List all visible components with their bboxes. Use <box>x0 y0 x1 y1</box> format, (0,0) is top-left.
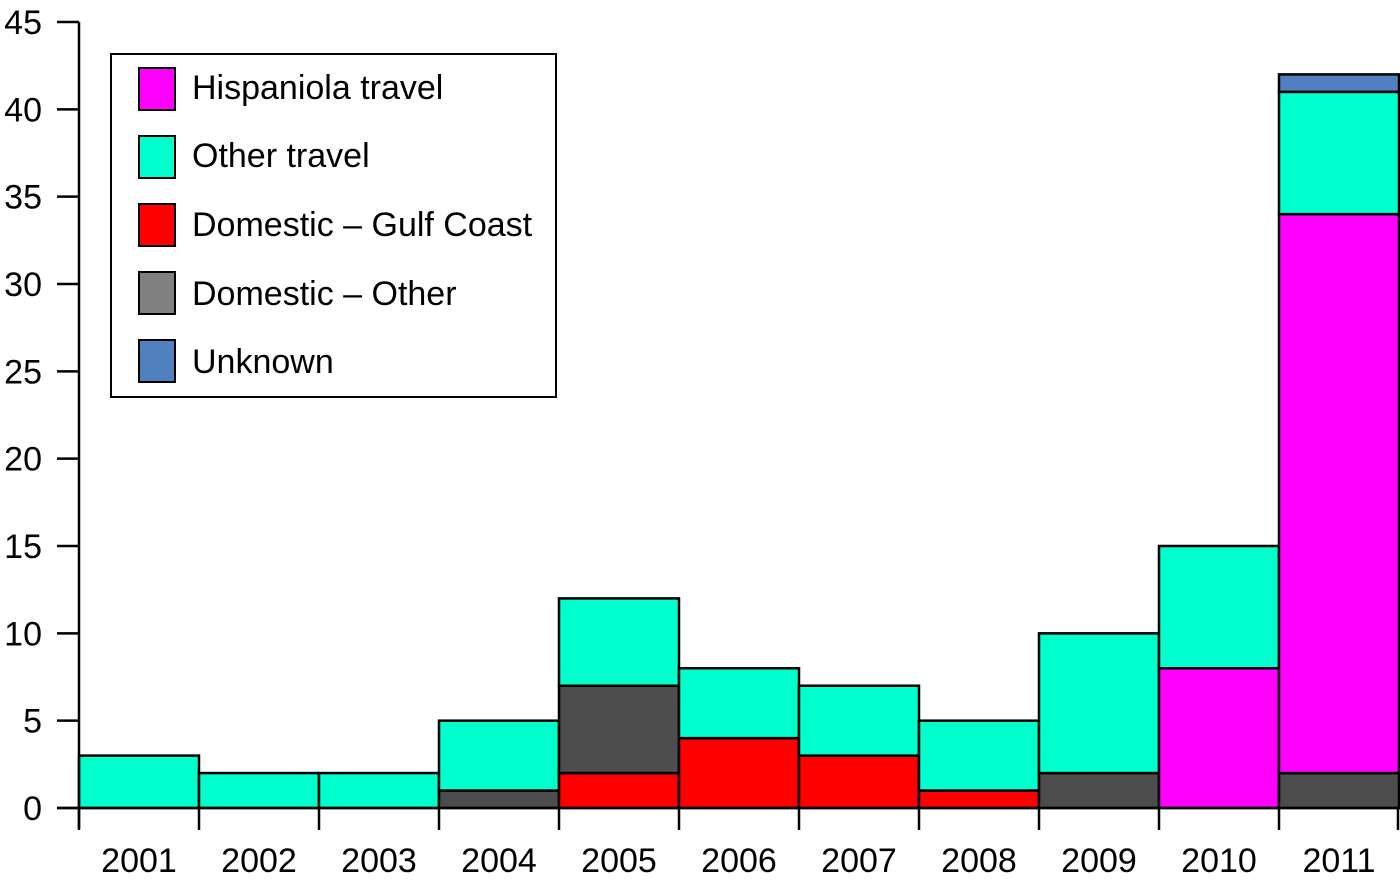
bar-segment-domestic-other <box>1277 771 1400 810</box>
y-tick-label: 45 <box>4 4 42 42</box>
x-tick-label: 2006 <box>701 842 777 880</box>
x-tick-label: 2002 <box>221 842 297 880</box>
bar-segment-other-travel <box>917 719 1041 792</box>
legend-item-domestic-gulf-coast: Domestic – Gulf Coast <box>138 203 533 247</box>
legend-label-hispaniola: Hispaniola travel <box>192 69 443 107</box>
bar-segment-hispaniola-travel <box>1277 212 1400 775</box>
x-tick-label: 2001 <box>101 842 177 880</box>
bar-2010 <box>1157 544 1281 810</box>
bars-layer <box>77 73 1400 810</box>
bar-segment-other-travel <box>317 771 441 810</box>
bar-segment-domestic-gulf-coast <box>677 736 801 810</box>
x-tick-label: 2010 <box>1181 842 1257 880</box>
bar-2001 <box>77 754 201 810</box>
x-tick-label: 2009 <box>1061 842 1137 880</box>
bar-segment-domestic-gulf-coast <box>797 754 921 810</box>
legend-item-other-travel: Other travel <box>138 135 370 179</box>
legend-item-unknown: Unknown <box>138 339 334 383</box>
bar-segment-other-travel <box>557 597 681 687</box>
y-tick-label: 5 <box>23 703 42 741</box>
bar-2009 <box>1037 632 1161 810</box>
bar-segment-domestic-gulf-coast <box>917 789 1041 810</box>
legend-swatch-hispaniola <box>138 67 176 111</box>
bar-2002 <box>197 771 321 810</box>
y-tick-label: 30 <box>4 266 42 304</box>
y-tick-label: 20 <box>4 441 42 479</box>
bar-segment-unknown <box>1277 73 1400 94</box>
bar-2006 <box>677 667 801 810</box>
bar-segment-domestic-other <box>557 684 681 775</box>
bar-segment-domestic-other <box>437 789 561 810</box>
bar-segment-other-travel <box>437 719 561 792</box>
bar-segment-other-travel <box>197 771 321 810</box>
bar-segment-other-travel <box>797 684 921 757</box>
bar-segment-hispaniola-travel <box>1157 667 1281 810</box>
bar-segment-other-travel <box>1037 632 1161 775</box>
bar-segment-domestic-other <box>1037 771 1161 810</box>
bar-2007 <box>797 684 921 810</box>
x-tick-label: 2008 <box>941 842 1017 880</box>
bar-2008 <box>917 719 1041 810</box>
y-tick-label: 35 <box>4 179 42 217</box>
legend-swatch-unknown <box>138 339 176 383</box>
bar-segment-other-travel <box>1157 544 1281 670</box>
legend-swatch-domestic-gulf-coast <box>138 203 176 247</box>
bar-segment-other-travel <box>677 667 801 740</box>
bar-segment-domestic-gulf-coast <box>557 771 681 810</box>
x-tick-label: 2007 <box>821 842 897 880</box>
bar-segment-other-travel <box>1277 90 1400 216</box>
x-tick-label: 2003 <box>341 842 417 880</box>
legend-frame <box>110 53 557 398</box>
legend-label-domestic-other: Domestic – Other <box>192 275 457 313</box>
legend-item-hispaniola: Hispaniola travel <box>138 67 443 111</box>
y-tick-label: 40 <box>4 91 42 129</box>
x-tick-label: 2005 <box>581 842 657 880</box>
y-tick-label: 25 <box>4 353 42 391</box>
y-tick-label: 10 <box>4 615 42 653</box>
x-tick-label: 2004 <box>461 842 537 880</box>
legend-swatch-other-travel <box>138 135 176 179</box>
x-tick-label: 2011 <box>1302 842 1375 880</box>
y-tick-label: 0 <box>23 790 42 828</box>
bar-2004 <box>437 719 561 810</box>
bar-2003 <box>317 771 441 810</box>
legend-label-other-travel: Other travel <box>192 137 370 175</box>
bar-2005 <box>557 597 681 810</box>
x-axis: 2001 2002 2003 2004 2005 2006 2007 2008 2009 2010… <box>57 806 1400 880</box>
y-tick-label: 15 <box>4 528 42 566</box>
legend-label-unknown: Unknown <box>192 343 334 381</box>
bar-2011 <box>1277 73 1400 810</box>
legend-label-domestic-gulf-coast: Domestic – Gulf Coast <box>192 206 533 244</box>
legend: Hispaniola travel Other travel Domestic … <box>110 53 557 398</box>
legend-item-domestic-other: Domestic – Other <box>138 271 457 315</box>
y-axis: 0 5 10 15 20 25 30 35 40 45 <box>4 4 81 828</box>
bar-segment-other-travel <box>77 754 201 810</box>
legend-swatch-domestic-other <box>138 271 176 315</box>
